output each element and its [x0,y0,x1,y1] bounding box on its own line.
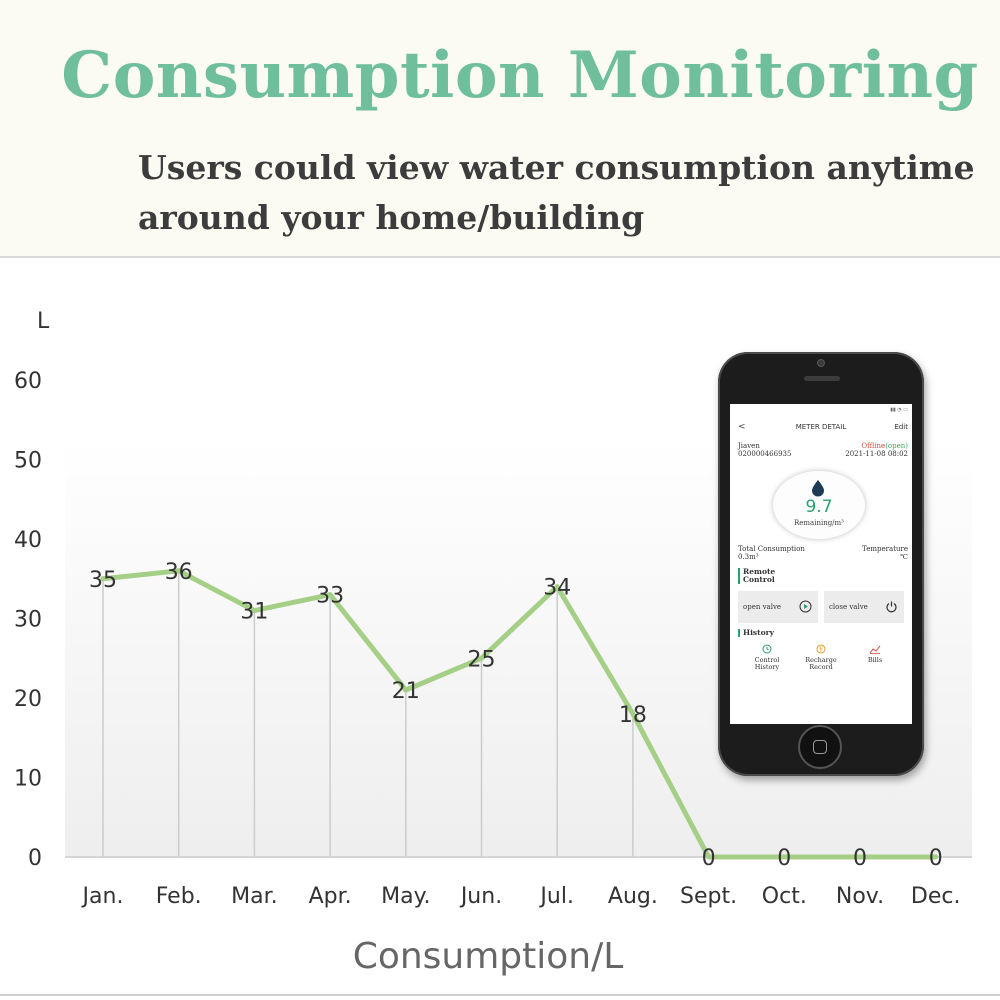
recharge-record-line2: Record [809,663,833,671]
x-tick-label: Apr. [309,884,352,909]
header-banner: Consumption Monitoring Users could view … [0,0,1000,258]
earpiece-speaker [804,376,840,381]
temperature-label: Temperature [862,545,908,553]
status-offline: Offline [861,442,886,450]
screen-title: METER DETAIL [795,423,847,431]
subtitle-line-1: Users could view water consumption anyti… [138,148,975,187]
data-label: 0 [929,846,943,871]
subtitle-line-2: around your home/building [138,198,645,237]
remaining-gauge: 9.7 Remaining/m³ [773,471,865,539]
remaining-value: 9.7 [805,497,833,517]
total-consumption-value: 0.3m³ [738,553,759,561]
open-valve-button[interactable]: open valve [738,591,818,623]
bills-label: Bills [867,656,883,664]
y-tick-label: 60 [14,369,42,394]
y-axis-unit-label: L [37,309,50,334]
temperature-value: ℃ [900,553,908,561]
total-consumption-label: Total Consumption [738,545,805,553]
x-tick-label: Aug. [608,884,658,909]
play-icon [799,600,812,613]
phone-screen: ▮▮ ◔ ▭ < METER DETAIL Edit Jiaven 020000… [730,404,912,724]
smartphone-mockup: ▮▮ ◔ ▭ < METER DETAIL Edit Jiaven 020000… [718,352,924,776]
data-label: 0 [702,846,716,871]
x-tick-label: May. [381,884,430,909]
last-update-time: 2021-11-08 08:02 [845,450,908,458]
meter-number: 020000466935 [738,450,792,458]
data-label: 18 [619,703,647,728]
data-label: 34 [543,576,571,601]
chart-trend-icon [869,645,881,654]
data-label: 25 [468,647,496,672]
x-tick-label: Feb. [156,884,202,909]
x-tick-label: Oct. [762,884,807,909]
status-valve-open: (open) [885,442,908,450]
coin-icon: ¥ [816,644,826,654]
data-label: 35 [89,568,117,593]
control-history-line2: History [754,663,780,671]
consumption-series-line [100,568,939,860]
power-icon [886,601,897,613]
remote-heading-line1: Remote [743,567,776,576]
water-drop-icon [812,480,824,497]
user-name: Jiaven [738,442,760,450]
front-camera [817,359,825,367]
control-history-line1: Control [754,656,780,664]
y-tick-label: 10 [14,767,42,792]
open-valve-label: open valve [743,603,782,611]
bottom-divider [0,994,1000,996]
x-tick-label: Nov. [836,884,884,909]
x-tick-label: Dec. [911,884,961,909]
app-nav-bar: < METER DETAIL Edit [730,421,912,435]
data-label: 36 [165,560,193,585]
svg-text:¥: ¥ [818,646,823,653]
y-tick-label: 50 [14,449,42,474]
status-bar-icons: ▮▮ ◔ ▭ [890,407,908,413]
y-tick-label: 40 [14,528,42,553]
recharge-record-button[interactable]: ¥ Recharge Record [801,644,841,671]
y-tick-label: 0 [28,846,42,871]
data-label: 0 [777,846,791,871]
edit-button[interactable]: Edit [894,423,908,431]
meter-status: Offline(open) [861,442,908,450]
data-label: 33 [316,584,344,609]
data-label: 21 [392,679,420,704]
x-tick-label: Sept. [680,884,737,909]
data-label: 0 [853,846,867,871]
x-tick-label: Jul. [538,884,574,909]
home-square-icon [813,740,827,754]
recharge-record-line1: Recharge [805,656,837,664]
close-valve-button[interactable]: close valve [824,591,904,623]
x-tick-label: Mar. [231,884,277,909]
y-tick-label: 20 [14,687,42,712]
remaining-label: Remaining/m³ [793,519,844,527]
back-icon[interactable]: < [738,422,746,432]
history-heading: History [738,629,774,637]
control-history-button[interactable]: Control History [747,644,787,671]
x-axis-title: Consumption/L [353,936,624,977]
clock-history-icon [762,644,772,654]
x-tick-label: Jan. [81,884,124,909]
x-tick-label: Jun. [459,884,502,909]
data-label: 31 [240,600,268,625]
page-title: Consumption Monitoring [61,38,979,113]
y-tick-label: 30 [14,608,42,633]
home-button[interactable] [798,725,842,769]
remote-control-heading: Remote Control [738,568,775,584]
remote-heading-line2: Control [743,575,775,584]
close-valve-label: close valve [829,603,868,611]
bills-button[interactable]: Bills [855,644,895,664]
